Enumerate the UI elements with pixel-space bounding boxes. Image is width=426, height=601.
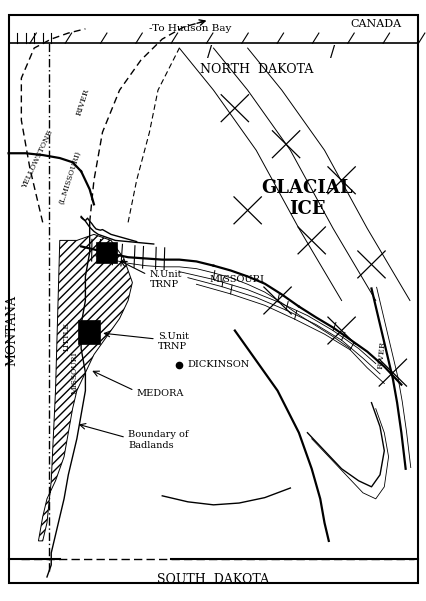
Text: SOUTH  DAKOTA: SOUTH DAKOTA	[157, 573, 269, 586]
Text: LITTLE: LITTLE	[62, 322, 70, 351]
Text: DICKINSON: DICKINSON	[187, 361, 250, 369]
Text: Boundary of
Badlands: Boundary of Badlands	[128, 430, 188, 450]
Text: YELLOWSTONE: YELLOWSTONE	[20, 129, 55, 190]
Text: /: /	[330, 46, 335, 60]
Bar	[96, 242, 116, 263]
Bar	[78, 320, 100, 344]
Text: CANADA: CANADA	[349, 19, 400, 29]
Text: -To Hudson Bay: -To Hudson Bay	[149, 24, 231, 33]
Text: (L.MISSOURI): (L.MISSOURI)	[58, 150, 83, 205]
Text: RIVER: RIVER	[376, 340, 386, 369]
Text: MONTANA: MONTANA	[6, 295, 18, 366]
Text: RIVER: RIVER	[75, 88, 91, 117]
Text: MISSOURI: MISSOURI	[71, 352, 78, 394]
Text: MISSOURI: MISSOURI	[209, 275, 264, 284]
Text: NORTH  DAKOTA: NORTH DAKOTA	[199, 63, 312, 76]
Text: /: /	[206, 46, 211, 60]
Text: N.Unit
TRNP: N.Unit TRNP	[149, 270, 181, 289]
Text: GLACIAL
ICE: GLACIAL ICE	[261, 179, 352, 218]
Text: MEDORA: MEDORA	[136, 389, 184, 398]
Text: S.Unit
TRNP: S.Unit TRNP	[158, 332, 189, 351]
